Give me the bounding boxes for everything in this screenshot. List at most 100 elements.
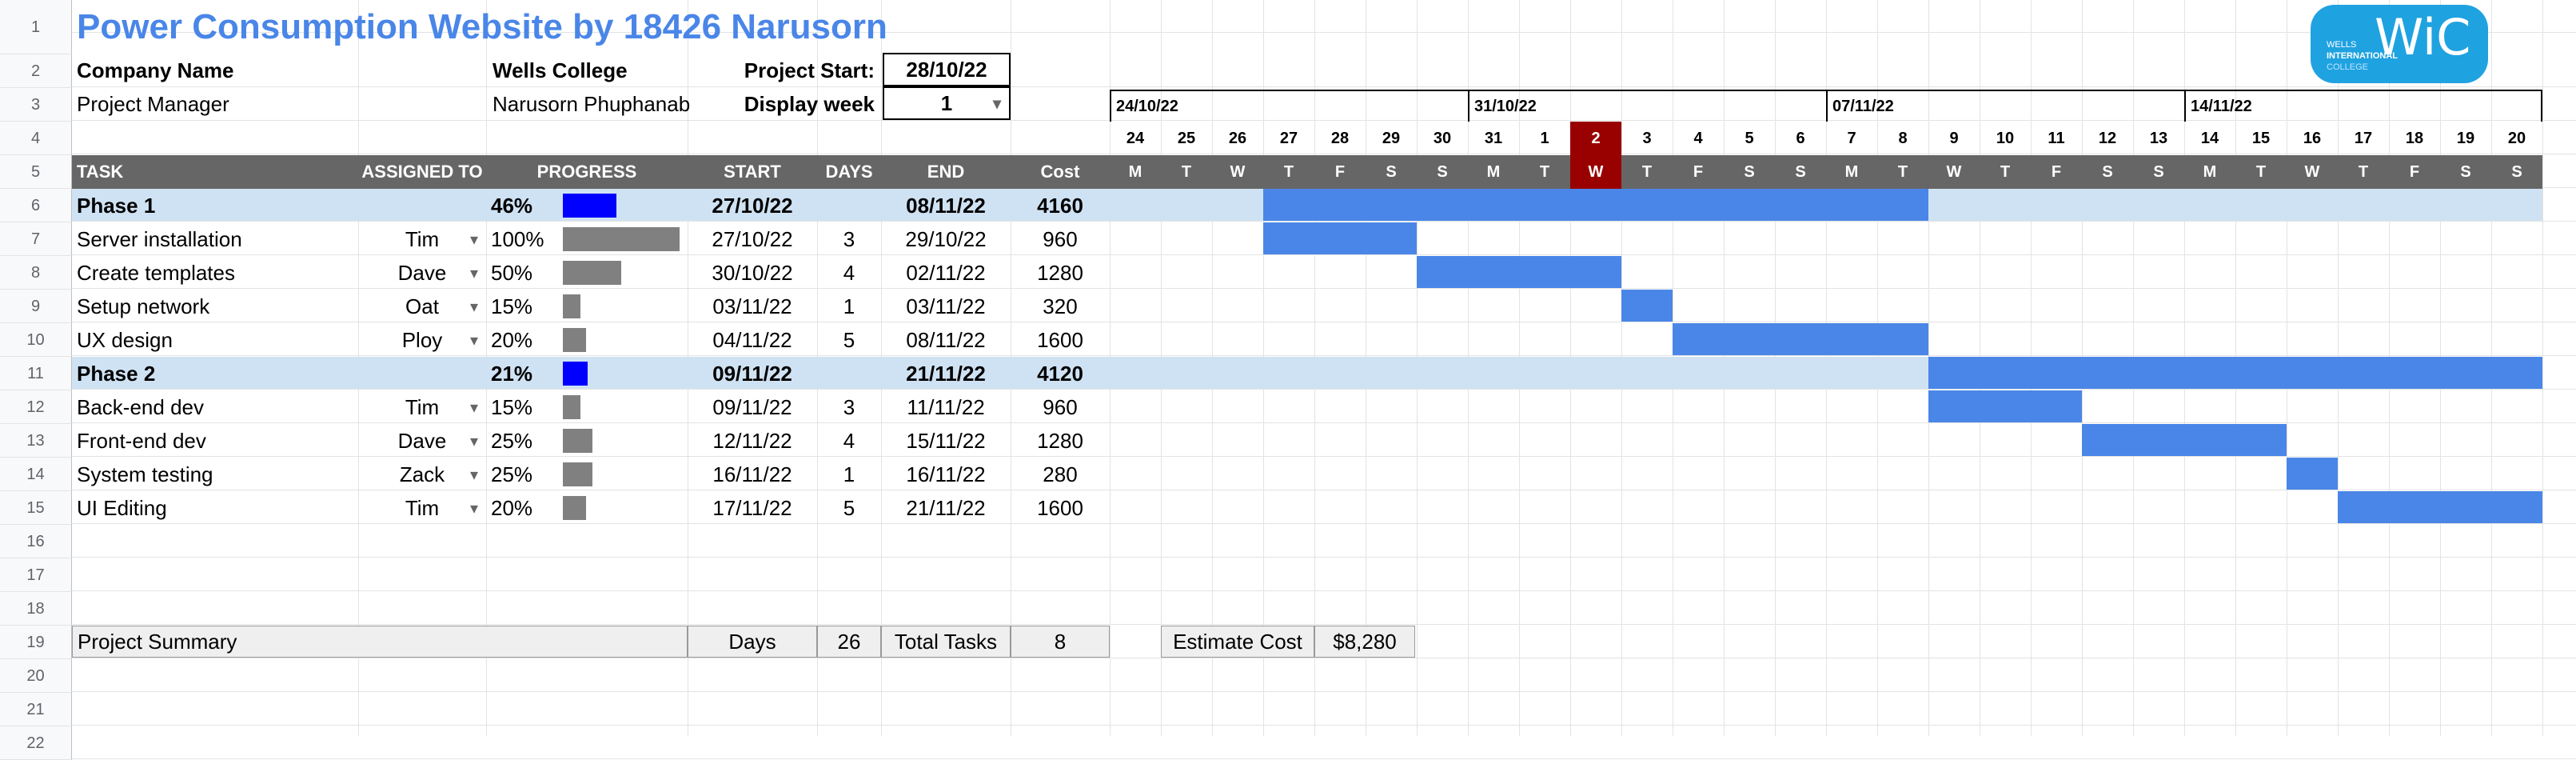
task-cost[interactable]: 1600 <box>1011 491 1110 525</box>
task-days[interactable]: 5 <box>817 323 881 357</box>
task-start[interactable]: 27/10/22 <box>688 222 817 256</box>
assignee-dropdown[interactable]: Tim <box>358 491 486 525</box>
row-number[interactable]: 13 <box>0 424 72 458</box>
gantt-task-bar[interactable] <box>1673 323 1928 355</box>
gantt-task-bar[interactable] <box>2287 458 2338 490</box>
task-cost[interactable]: 280 <box>1011 458 1110 491</box>
task-days[interactable]: 3 <box>817 390 881 424</box>
task-start[interactable]: 17/11/22 <box>688 491 817 525</box>
task-end[interactable]: 15/11/22 <box>881 424 1011 458</box>
row-number[interactable]: 3 <box>0 88 72 122</box>
row-number[interactable]: 4 <box>0 122 72 155</box>
gantt-task-bar[interactable] <box>2082 424 2287 456</box>
task-days[interactable]: 4 <box>817 256 881 290</box>
task-task[interactable]: UI Editing <box>72 491 358 525</box>
gantt-task-bar[interactable] <box>1621 290 1673 322</box>
gantt-task-bar[interactable] <box>1417 256 1621 288</box>
task-task[interactable]: UX design <box>72 323 358 357</box>
task-start[interactable]: 27/10/22 <box>688 189 817 222</box>
task-start[interactable]: 09/11/22 <box>688 357 817 390</box>
row-number[interactable]: 18 <box>0 592 72 626</box>
task-cost[interactable]: 1280 <box>1011 256 1110 290</box>
row-number[interactable]: 12 <box>0 390 72 424</box>
task-start[interactable]: 03/11/22 <box>688 290 817 323</box>
task-days-text: 5 <box>843 327 855 352</box>
row-number[interactable]: 8 <box>0 256 72 290</box>
task-task[interactable]: System testing <box>72 458 358 491</box>
gantt-task-bar[interactable] <box>1263 222 1417 254</box>
task-end[interactable]: 29/10/22 <box>881 222 1011 256</box>
row-number[interactable]: 5 <box>0 155 72 189</box>
gantt-task-bar[interactable] <box>2338 491 2542 523</box>
row-number[interactable]: 7 <box>0 222 72 256</box>
gantt-phase-bar[interactable] <box>1928 357 2542 389</box>
task-days[interactable]: 3 <box>817 222 881 256</box>
row-number[interactable]: 15 <box>0 491 72 525</box>
task-cost[interactable]: 1280 <box>1011 424 1110 458</box>
task-days[interactable]: 5 <box>817 491 881 525</box>
task-cost[interactable]: 960 <box>1011 222 1110 256</box>
task-end[interactable]: 08/11/22 <box>881 323 1011 357</box>
task-task[interactable]: Front-end dev <box>72 424 358 458</box>
project-start-input[interactable]: 28/10/22 <box>883 53 1011 86</box>
row-number[interactable]: 20 <box>0 659 72 693</box>
task-start[interactable]: 12/11/22 <box>688 424 817 458</box>
company-value[interactable]: Wells College <box>492 58 628 82</box>
grid-row-line <box>72 389 2576 390</box>
row-number[interactable]: 22 <box>0 726 72 760</box>
assignee-dropdown[interactable]: Tim <box>358 390 486 424</box>
row-number[interactable]: 6 <box>0 189 72 222</box>
project-manager-value[interactable]: Narusorn Phuphanab <box>492 91 691 116</box>
task-cost[interactable]: 4160 <box>1011 189 1110 222</box>
task-cost[interactable]: 4120 <box>1011 357 1110 390</box>
task-cost[interactable]: 320 <box>1011 290 1110 323</box>
assignee-dropdown[interactable]: Dave <box>358 424 486 458</box>
gantt-task-bar[interactable] <box>1928 390 2082 422</box>
display-week-dropdown[interactable]: 1 <box>883 86 1011 120</box>
assignee-dropdown[interactable]: Ploy <box>358 323 486 357</box>
assignee-dropdown[interactable] <box>358 189 486 222</box>
task-end[interactable]: 02/11/22 <box>881 256 1011 290</box>
assignee-dropdown[interactable] <box>358 357 486 390</box>
assignee-dropdown[interactable]: Tim <box>358 222 486 256</box>
task-days[interactable] <box>817 357 881 390</box>
row-number[interactable]: 2 <box>0 54 72 88</box>
task-days[interactable] <box>817 189 881 222</box>
row-number[interactable]: 9 <box>0 290 72 323</box>
task-start[interactable]: 09/11/22 <box>688 390 817 424</box>
task-task[interactable]: Phase 1 <box>72 189 358 222</box>
task-end[interactable]: 08/11/22 <box>881 189 1011 222</box>
task-days[interactable]: 1 <box>817 458 881 491</box>
task-task[interactable]: Create templates <box>72 256 358 290</box>
task-task[interactable]: Phase 2 <box>72 357 358 390</box>
task-end[interactable]: 03/11/22 <box>881 290 1011 323</box>
row-number[interactable]: 10 <box>0 323 72 357</box>
task-cost[interactable]: 960 <box>1011 390 1110 424</box>
task-task[interactable]: Back-end dev <box>72 390 358 424</box>
row-number[interactable]: 11 <box>0 357 72 390</box>
task-start[interactable]: 16/11/22 <box>688 458 817 491</box>
row-number[interactable]: 16 <box>0 525 72 558</box>
row-number[interactable]: 1 <box>0 0 72 54</box>
task-task[interactable]: Server installation <box>72 222 358 256</box>
task-days[interactable]: 4 <box>817 424 881 458</box>
row-number[interactable]: 21 <box>0 693 72 726</box>
row-number[interactable]: 14 <box>0 458 72 491</box>
task-start[interactable]: 04/11/22 <box>688 323 817 357</box>
assignee-dropdown[interactable]: Dave <box>358 256 486 290</box>
progress-bar <box>563 496 586 520</box>
assignee-dropdown[interactable]: Oat <box>358 290 486 323</box>
task-task[interactable]: Setup network <box>72 290 358 323</box>
row-number[interactable]: 19 <box>0 626 72 659</box>
task-start[interactable]: 30/10/22 <box>688 256 817 290</box>
task-end[interactable]: 21/11/22 <box>881 491 1011 525</box>
gantt-phase-bar[interactable] <box>1263 189 1928 221</box>
day-letter: S <box>2440 155 2491 189</box>
row-number[interactable]: 17 <box>0 558 72 592</box>
task-end[interactable]: 11/11/22 <box>881 390 1011 424</box>
assignee-dropdown[interactable]: Zack <box>358 458 486 491</box>
task-cost[interactable]: 1600 <box>1011 323 1110 357</box>
task-end[interactable]: 16/11/22 <box>881 458 1011 491</box>
task-end[interactable]: 21/11/22 <box>881 357 1011 390</box>
task-days[interactable]: 1 <box>817 290 881 323</box>
